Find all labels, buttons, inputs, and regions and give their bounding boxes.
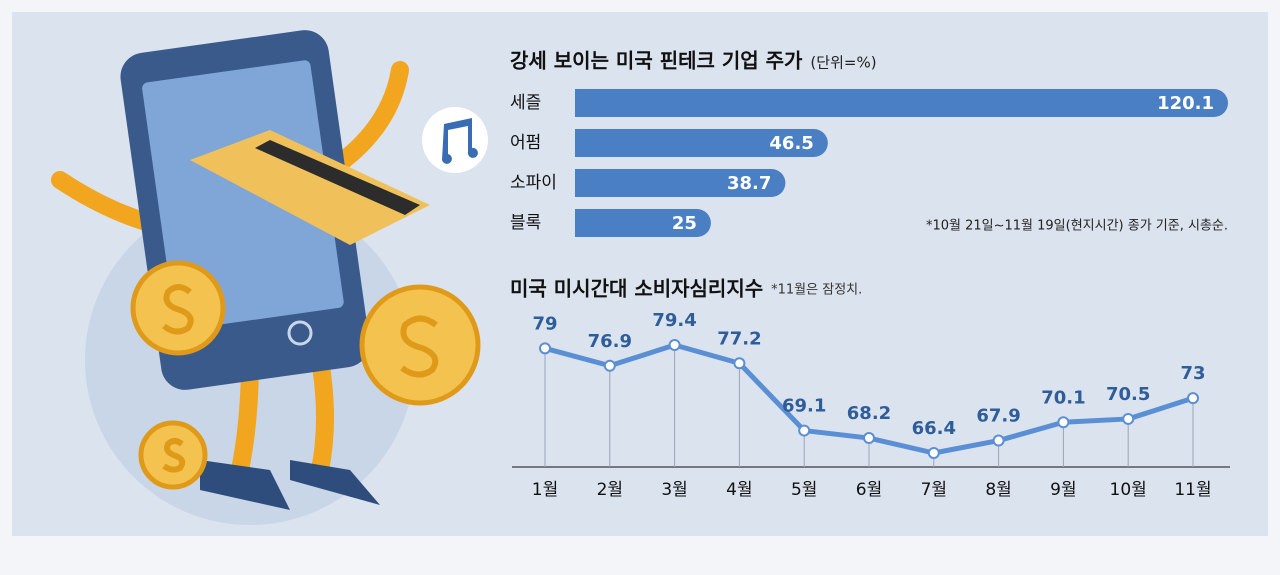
note: *11월은 잠정치.	[771, 283, 862, 298]
category-label: 어펌	[510, 133, 541, 153]
point	[733, 357, 746, 370]
bar	[575, 129, 828, 157]
bar	[575, 89, 1228, 117]
value-label: 70.1	[1041, 387, 1085, 408]
unit-label: (단위=%)	[810, 54, 876, 72]
x-tick-label: 9월	[1050, 480, 1076, 500]
category-label: 블록	[510, 213, 541, 233]
point	[1057, 416, 1070, 429]
point	[863, 432, 875, 445]
bar	[575, 169, 786, 197]
x-tick-label: 7월	[921, 480, 947, 500]
value-label: 76.9	[588, 331, 632, 352]
value-label: 69.1	[782, 396, 826, 417]
value-label: 120.1	[1157, 93, 1214, 114]
illustration	[51, 30, 488, 525]
value-label: 46.5	[769, 133, 813, 154]
x-tick-label: 10월	[1110, 480, 1147, 500]
bar	[575, 209, 711, 237]
value-label: 73	[1180, 363, 1205, 384]
x-tick-label: 6월	[856, 480, 882, 500]
note: *10월 21일~11월 19일(현지시간) 종가 기준, 시총순.	[926, 219, 1228, 234]
x-tick-label: 11월	[1174, 480, 1211, 500]
point	[668, 339, 681, 351]
category-label: 소파이	[510, 173, 557, 193]
point	[1187, 392, 1199, 405]
x-tick-label: 5월	[791, 480, 817, 500]
x-tick-label: 4월	[726, 480, 752, 500]
x-tick-label: 8월	[985, 480, 1011, 500]
point	[798, 424, 811, 437]
chart-title: 미국 미시간대 소비자심리지수	[510, 277, 763, 301]
value-label: 68.2	[847, 403, 891, 424]
value-label: 79.4	[652, 310, 696, 331]
chart-title: 강세 보이는 미국 핀테크 기업 주가	[510, 49, 803, 73]
point	[927, 447, 940, 459]
value-label: 79	[532, 313, 557, 334]
value-label: 38.7	[727, 173, 771, 194]
value-label: 67.9	[976, 406, 1020, 427]
value-label: 77.2	[717, 328, 761, 349]
point	[603, 359, 616, 372]
value-label: 70.5	[1106, 384, 1150, 405]
x-tick-label: 1월	[532, 480, 558, 500]
x-tick-label: 2월	[597, 480, 623, 500]
value-label: 25	[672, 213, 697, 234]
point	[1122, 412, 1135, 425]
point	[539, 342, 551, 355]
category-label: 세즐	[510, 93, 541, 113]
value-label: 66.4	[912, 418, 956, 439]
x-tick-label: 3월	[661, 480, 687, 500]
point	[992, 434, 1005, 447]
